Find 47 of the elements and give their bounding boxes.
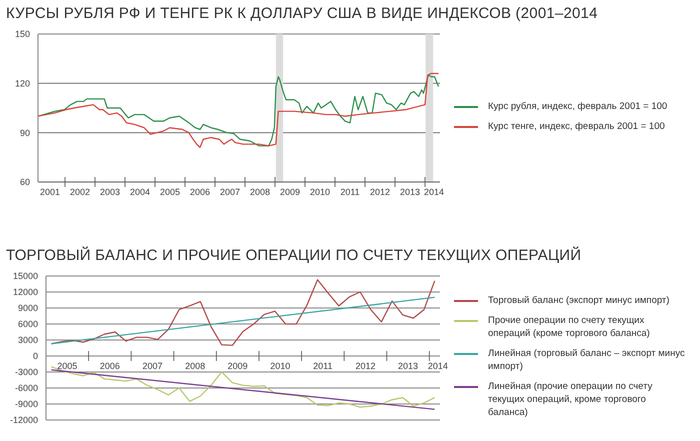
line-series: [50, 279, 436, 346]
legend-label: Линейная (торговый баланс – экспорт минус импорт): [488, 346, 686, 372]
legend-label: Прочие операции по счету текущих операций (кроме торгового баланса): [488, 314, 651, 340]
x-tick-label: 2013: [398, 361, 418, 371]
y-tick-label: -6000: [14, 383, 38, 394]
y-tick-label: 150: [14, 29, 30, 40]
x-tick-label: 2008: [185, 361, 206, 371]
x-tick-label: 2011: [313, 361, 333, 371]
x-tick-label: 2003: [100, 187, 120, 197]
y-tick-label: 9000: [18, 303, 38, 314]
legend-label: Линейная (прочие операции по счету текущих операций, кроме торгового баланса): [488, 380, 654, 418]
x-tick-label: 2006: [190, 187, 210, 197]
y-tick-label: 3000: [18, 335, 38, 346]
y-tick-label: 6000: [18, 319, 38, 330]
y-tick-label: -3000: [14, 367, 38, 378]
x-tick-label: 2004: [130, 187, 150, 197]
x-tick-label: 2005: [160, 187, 180, 197]
y-tick-label: 0: [32, 351, 38, 362]
x-tick-label: 2010: [270, 361, 290, 371]
x-tick-label: 2011: [340, 187, 360, 197]
x-tick-label: 2014: [424, 187, 444, 197]
x-tick-label: 2012: [355, 361, 376, 371]
x-tick-label: 2008: [250, 187, 270, 197]
y-tick-label: 90: [20, 128, 30, 138]
chart-title: ТОРГОВЫЙ БАЛАНС И ПРОЧИЕ ОПЕРАЦИИ ПО СЧЕТУ ТЕКУЩИХ ОПЕРАЦИЙ: [6, 246, 582, 266]
x-tick-label: 2006: [100, 361, 120, 371]
x-tick-label: 2013: [400, 187, 420, 197]
x-tick-label: 2002: [70, 187, 90, 197]
legend-label: Курс рубля, индекс, февраль 2001 = 100: [488, 100, 668, 112]
x-tick-label: 2014: [428, 361, 448, 371]
y-tick-label: -9000: [14, 399, 38, 410]
y-tick-label: 15000: [12, 271, 38, 282]
x-tick-label: 2009: [228, 361, 248, 371]
legend-label: Торговый баланс (экспорт минус импорт): [488, 294, 670, 306]
x-tick-label: 2007: [142, 361, 162, 371]
y-tick-label: -12000: [10, 415, 38, 426]
x-tick-label: 2012: [370, 187, 390, 197]
y-tick-label: 12000: [12, 287, 38, 298]
y-tick-label: 60: [20, 177, 30, 188]
y-tick-label: 120: [14, 78, 30, 89]
chart-title: КУРСЫ РУБЛЯ РФ И ТЕНГЕ РК К ДОЛЛАРУ США В ВИДЕ ИНДЕКСОВ (2001–2014: [6, 4, 599, 24]
x-tick-label: 2009: [280, 187, 300, 197]
legend-label: Курс тенге, индекс, февраль 2001 = 100: [488, 120, 666, 132]
x-tick-label: 2005: [57, 361, 78, 371]
x-tick-label: 2010: [310, 187, 330, 197]
x-tick-label: 2001: [40, 187, 60, 197]
x-tick-label: 2007: [220, 187, 240, 197]
